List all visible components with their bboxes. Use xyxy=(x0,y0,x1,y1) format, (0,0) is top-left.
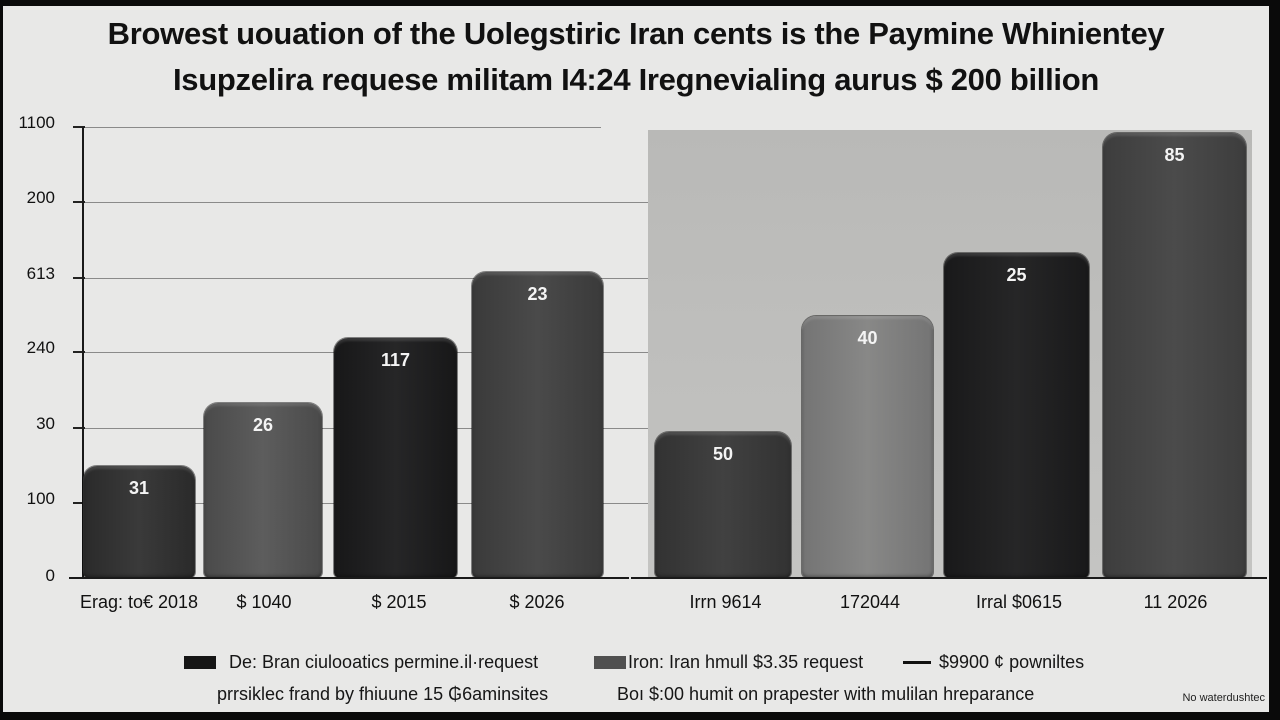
bar-left-1[interactable]: 31 xyxy=(83,466,195,578)
y-tick-label: 240 xyxy=(26,338,55,357)
gridline xyxy=(83,202,648,203)
bar-value-label: 31 xyxy=(128,478,150,498)
bar-value-label: 117 xyxy=(380,350,411,370)
x-label: $ 1040 xyxy=(236,592,292,612)
legend-item: Iron: Iran hmull $3.35 request xyxy=(628,652,864,672)
y-axis xyxy=(82,127,84,579)
legend-item: $9900 ¢ powniltes xyxy=(939,652,1085,672)
y-tick-mark xyxy=(73,126,85,128)
x-label: Irral $0615 xyxy=(975,592,1063,612)
y-tick-mark xyxy=(73,427,85,429)
x-axis-right xyxy=(631,577,1267,579)
legend-line-icon xyxy=(903,661,931,664)
y-tick-label: 613 xyxy=(26,264,55,283)
x-label: 172044 xyxy=(839,592,901,612)
bar-right-2[interactable]: 40 xyxy=(802,316,933,578)
y-tick-mark xyxy=(73,201,85,203)
bar-value-label: 40 xyxy=(857,328,878,348)
y-tick-label: 200 xyxy=(26,188,55,207)
x-label: Irrn 9614 xyxy=(689,592,762,612)
chart-title-line-2: Isupzelira requese militam I4:24 Iregnev… xyxy=(172,62,1100,97)
chart-title-line-1: Browest uouation of the Uolegstiric Iran… xyxy=(107,16,1165,51)
y-tick-mark xyxy=(73,502,85,504)
bar-left-3[interactable]: 117 xyxy=(334,338,457,578)
x-label: 11 2026 xyxy=(1143,592,1208,612)
bar-right-4[interactable]: 85 xyxy=(1103,133,1246,578)
y-tick-label: 0 xyxy=(45,566,55,585)
bar-value-label: 25 xyxy=(1006,265,1027,285)
x-label: Erag: to€ 2018 xyxy=(79,592,199,612)
x-axis-left xyxy=(69,577,629,579)
legend-swatch-mid xyxy=(594,656,626,669)
gridline xyxy=(83,127,601,128)
gridline xyxy=(83,278,648,279)
y-tick-label: 30 xyxy=(36,414,55,433)
y-tick-label: 1100 xyxy=(18,113,55,132)
legend-note: prrsiklec frand by fhiuune 15 ₲6aminsite… xyxy=(217,684,549,704)
bar-left-2[interactable]: 26 xyxy=(204,403,322,578)
y-tick-label: 100 xyxy=(26,489,55,508)
bar-value-label: 26 xyxy=(252,415,274,435)
bar-left-4[interactable]: 23 xyxy=(472,272,603,578)
x-label: $ 2015 xyxy=(371,592,427,612)
bar-right-1[interactable]: 50 xyxy=(655,432,791,578)
x-label: $ 2026 xyxy=(509,592,565,612)
bar-value-label: 23 xyxy=(527,284,548,304)
y-tick-mark xyxy=(73,351,85,353)
chart-frame: Browest uouation of the Uolegstiric Iran… xyxy=(3,6,1269,712)
legend-item: De: Bran ciulooatics permine.il·request xyxy=(229,652,539,672)
legend-swatch-dark xyxy=(184,656,216,669)
watermark: No waterdushtec xyxy=(1182,692,1265,704)
legend-note: Boı $:00 humit on prapester with mulilan… xyxy=(617,684,1035,704)
bar-value-label: 50 xyxy=(712,444,734,464)
y-tick-mark xyxy=(73,277,85,279)
bar-right-3[interactable]: 25 xyxy=(944,253,1089,578)
bar-value-label: 85 xyxy=(1164,145,1185,165)
